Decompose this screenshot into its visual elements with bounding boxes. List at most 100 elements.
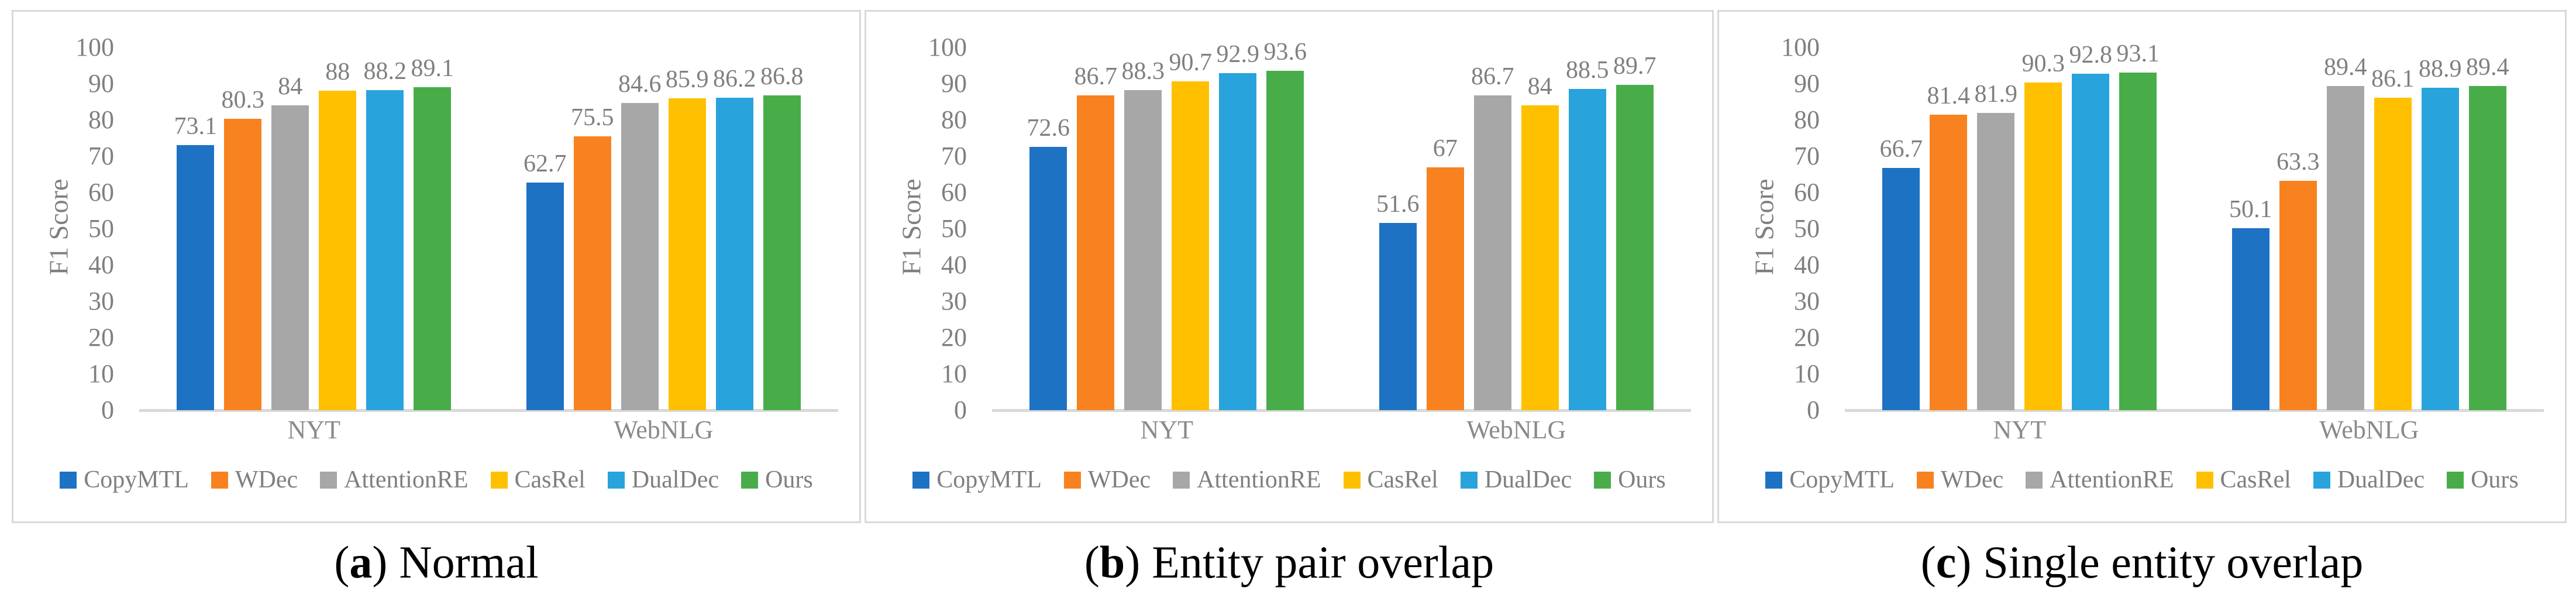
category-label-webnlg: WebNLG [2319, 415, 2419, 444]
legend-swatch [741, 471, 759, 489]
y-axis-tick-label: 100 [928, 33, 967, 61]
bar-value-label: 50.1 [2229, 196, 2272, 224]
bar-value-label: 81.4 [1927, 83, 1971, 110]
bar-wdec-webnlg: 67 [1426, 135, 1464, 410]
legend-item-wdec: WDec [1916, 466, 2003, 494]
category-axis: NYT WebNLG [139, 415, 838, 445]
legend-item-casrel: CasRel [1343, 466, 1438, 494]
legend-item-dualdec: DualDec [1460, 466, 1572, 494]
legend-item-attentionre: AttentionRE [1173, 466, 1321, 494]
caption-row: (a) Normal (b) Entity pair overlap (c) Single… [0, 536, 2576, 589]
legend-swatch [1343, 471, 1361, 489]
bar-value-label: 80.3 [221, 87, 265, 114]
bar-dualdec-webnlg: 88.9 [2419, 56, 2462, 410]
figure-row: F1 Score 0 10 20 30 40 50 60 70 80 90 100 73.1 80.3 84… [12, 10, 2567, 523]
bar-value-label: 88.2 [363, 58, 407, 85]
bar-copymtl-nyt: 66.7 [1880, 136, 1923, 410]
bar-value-label: 81.9 [1974, 81, 2018, 108]
legend: CopyMTL WDec AttentionRE CasRel DualDec Ours [866, 466, 1712, 494]
caption-paren-close: ) [1956, 537, 1972, 587]
x-axis-line [1845, 409, 2544, 412]
legend-swatch [1765, 471, 1783, 489]
bar-wdec-nyt: 81.4 [1927, 83, 1970, 410]
legend-swatch [2196, 471, 2213, 489]
bar-value-label: 88.3 [1121, 57, 1165, 85]
bar-group-webnlg: 51.6 67 86.7 84 88.5 89.7 [1342, 47, 1692, 410]
legend-swatch [1916, 471, 1934, 489]
legend-label: WDec [235, 466, 298, 493]
legend-label: WDec [1087, 466, 1151, 493]
legend-swatch [490, 471, 508, 489]
caption-letter: c [1936, 537, 1957, 587]
bar-dualdec-nyt: 88.2 [364, 58, 407, 410]
y-axis-tick-label: 50 [1794, 214, 1820, 243]
bar-value-label: 88.9 [2419, 55, 2462, 83]
y-axis-tick-label: 0 [101, 396, 114, 424]
bar-attentionre-nyt: 81.9 [1975, 81, 2017, 410]
chart-panel-a: F1 Score 0 10 20 30 40 50 60 70 80 90 100 73.1 80.3 84… [12, 10, 861, 523]
legend: CopyMTL WDec AttentionRE CasRel DualDec Ours [13, 466, 859, 494]
y-axis-tick-label: 90 [941, 69, 967, 98]
bar-value-label: 92.9 [1216, 41, 1260, 68]
legend-label: Ours [765, 466, 813, 493]
legend-label: CopyMTL [936, 466, 1042, 493]
bar-ours-nyt: 93.6 [1264, 39, 1307, 410]
caption-letter: a [349, 537, 373, 587]
legend-label: DualDec [2337, 466, 2425, 493]
bar-wdec-nyt: 86.7 [1075, 63, 1117, 410]
bar-casrel-nyt: 88 [319, 59, 357, 410]
y-axis-tick-label: 70 [941, 142, 967, 170]
legend-swatch [1173, 471, 1190, 489]
legend-swatch [1460, 471, 1478, 489]
bar-attentionre-nyt: 88.3 [1122, 58, 1165, 410]
caption-letter: b [1099, 537, 1125, 587]
legend-item-casrel: CasRel [490, 466, 586, 494]
category-label-nyt: NYT [287, 415, 340, 444]
caption-paren-open: ( [1920, 537, 1936, 587]
legend-label: Ours [1618, 466, 1666, 493]
bar-value-label: 84 [278, 73, 303, 101]
legend-item-wdec: WDec [1063, 466, 1151, 494]
y-axis-tick-label: 100 [1781, 33, 1820, 61]
legend-label: AttentionRE [2050, 466, 2174, 493]
bar-attentionre-nyt: 84 [271, 73, 309, 410]
legend-swatch [607, 471, 625, 489]
y-axis-tick-label: 40 [88, 250, 114, 279]
category-axis: NYT WebNLG [1845, 415, 2544, 445]
legend-swatch [2447, 471, 2464, 489]
bar-dualdec-nyt: 92.8 [2069, 42, 2112, 410]
caption-paren-open: ( [1084, 537, 1100, 587]
bar-value-label: 90.7 [1169, 49, 1213, 76]
legend: CopyMTL WDec AttentionRE CasRel DualDec Ours [1719, 466, 2565, 494]
y-axis-tick-label: 10 [88, 359, 114, 388]
bar-value-label: 89.4 [2324, 53, 2367, 81]
bar-ours-nyt: 89.1 [411, 55, 454, 410]
legend-item-ours: Ours [1594, 466, 1666, 494]
legend-item-ours: Ours [2447, 466, 2519, 494]
caption-paren-close: ) [1125, 537, 1141, 587]
y-axis-tick-label: 90 [88, 69, 114, 98]
caption-b: (b) Entity pair overlap [865, 536, 1714, 589]
bar-value-label: 85.9 [666, 66, 709, 94]
bar-wdec-nyt: 80.3 [222, 87, 264, 410]
chart-panel-c: F1 Score 0 10 20 30 40 50 60 70 80 90 100 66.7 81.4 81… [1717, 10, 2567, 523]
legend-label: DualDec [1484, 466, 1572, 493]
bar-value-label: 88.5 [1566, 57, 1609, 84]
bar-value-label: 86.7 [1074, 63, 1118, 91]
bar-ours-webnlg: 86.8 [760, 63, 804, 410]
legend-label: AttentionRE [344, 466, 469, 493]
bar-value-label: 86.1 [2371, 66, 2415, 93]
legend-swatch [60, 471, 77, 489]
legend-label: CasRel [1367, 466, 1438, 493]
bar-value-label: 84.6 [618, 71, 662, 98]
bar-casrel-webnlg: 85.9 [666, 66, 709, 410]
bar-value-label: 86.2 [713, 65, 756, 92]
bar-value-label: 72.6 [1027, 114, 1070, 142]
plot-area: 73.1 80.3 84 88 88.2 89.1 62.7 75.5 84.6 85.9 86.2… [139, 47, 838, 410]
y-axis-tick-label: 20 [1794, 323, 1820, 352]
caption-title: Entity pair overlap [1152, 537, 1494, 587]
category-label-webnlg: WebNLG [614, 415, 714, 444]
bar-value-label: 93.1 [2116, 40, 2160, 67]
bar-value-label: 75.5 [571, 104, 614, 131]
y-axis-tick-label: 80 [88, 105, 114, 134]
